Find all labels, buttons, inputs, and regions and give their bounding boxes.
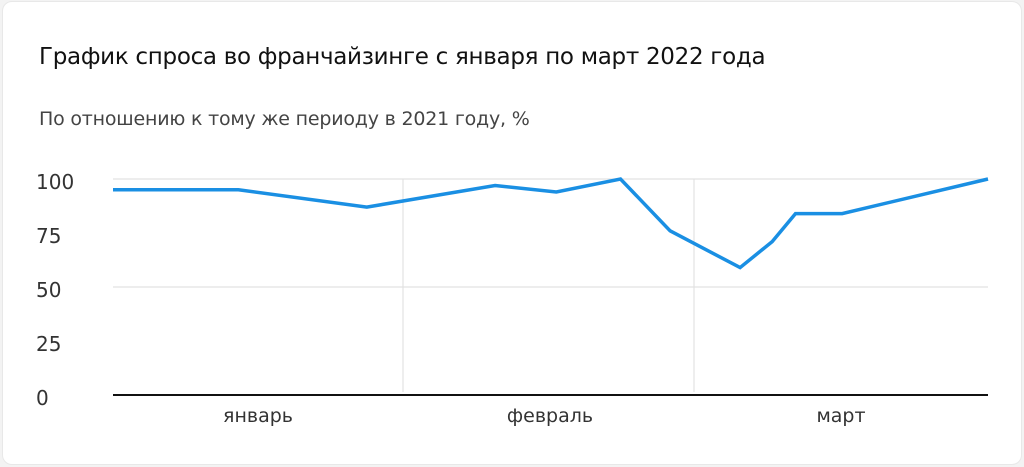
x-tick-march: март	[816, 405, 865, 427]
y-tick-25: 25	[36, 332, 61, 356]
demand-series-line	[113, 177, 989, 270]
x-tick-february: февраль	[507, 405, 593, 427]
chart-title: График спроса во франчайзинге с января п…	[39, 44, 766, 70]
y-tick-100: 100	[36, 170, 74, 194]
x-axis-ticks: январь февраль март	[223, 405, 866, 427]
vertical-gridlines	[402, 179, 695, 392]
horizontal-gridlines	[113, 178, 988, 288]
chart-subtitle: По отношению к тому же периоду в 2021 го…	[39, 108, 530, 130]
y-tick-50: 50	[36, 278, 61, 302]
y-axis-ticks: 100 75 50 25 0	[36, 170, 74, 410]
y-tick-0: 0	[36, 386, 49, 410]
x-tick-january: январь	[223, 405, 293, 427]
y-tick-75: 75	[36, 224, 61, 248]
